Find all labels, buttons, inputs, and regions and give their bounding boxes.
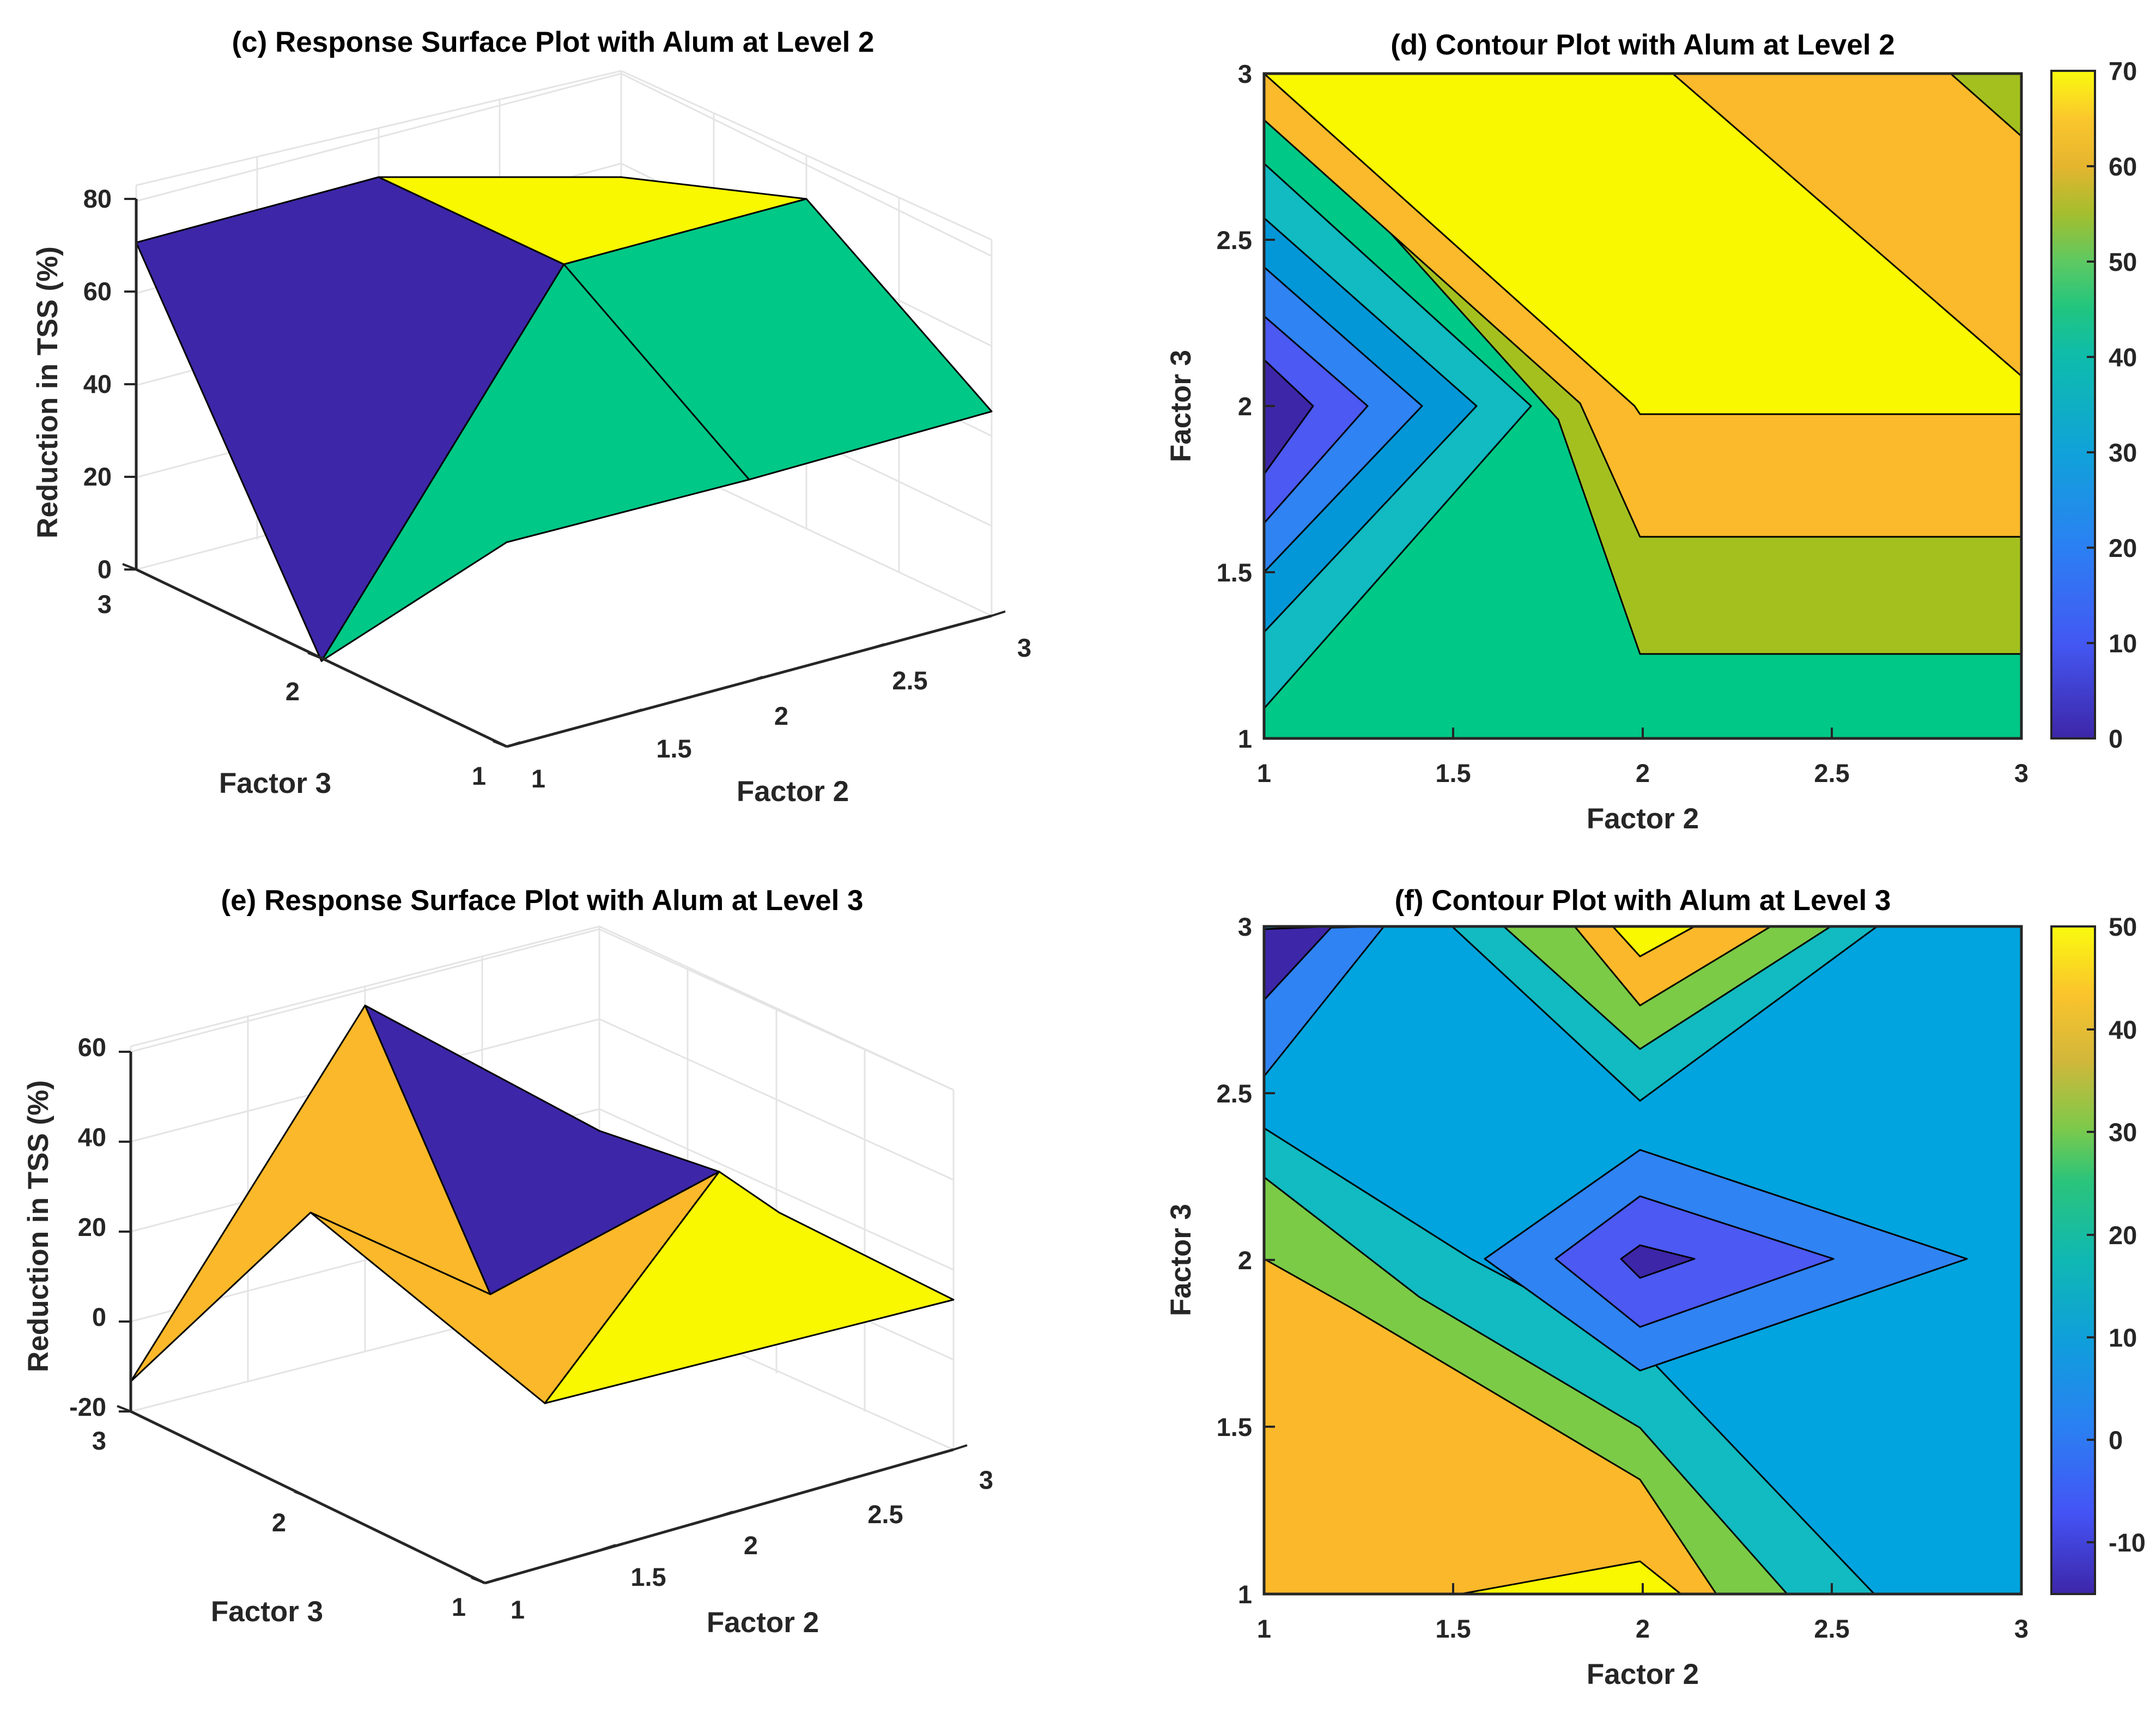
z-label-c: Reduction in TSS (%): [32, 246, 64, 538]
x-axis-e: [484, 1448, 954, 1585]
z-tick-e-20: 20: [78, 1213, 106, 1241]
z-label-e: Reduction in TSS (%): [22, 1080, 54, 1372]
title-d: (d) Contour Plot with Alum at Level 2: [1390, 29, 1895, 61]
x-tick-c-1.5: 1.5: [656, 734, 691, 763]
x-tick-d-2: 2: [1636, 759, 1650, 787]
surface-patch-e-4: [544, 1171, 955, 1404]
y-tick-e-1: 1: [452, 1592, 466, 1621]
colorbar-tick-f-50: 50: [2109, 912, 2137, 941]
y-tick-c-1: 1: [472, 761, 486, 790]
z-tick-e-0: 0: [92, 1302, 106, 1331]
z-tick-e-40: 40: [78, 1123, 106, 1152]
y-axis-e: [130, 1410, 486, 1585]
x-tick-e-1: 1: [511, 1595, 525, 1624]
surface-patch-c-4: [563, 198, 993, 481]
colorbar-tick-d-10: 10: [2109, 629, 2137, 658]
title-c: (c) Response Surface Plot with Alum at L…: [232, 26, 874, 58]
colorbar-f: [2050, 925, 2096, 1595]
colorbar-tick-f-30: 30: [2109, 1118, 2137, 1147]
colorbar-tick-d-30: 30: [2109, 438, 2137, 467]
z-tick-c-0: 0: [98, 555, 112, 584]
x-tick-c-2.5: 2.5: [892, 666, 927, 695]
y-tick-d-3: 3: [1238, 59, 1252, 88]
y-tick-d-1.5: 1.5: [1217, 558, 1252, 587]
y-tick-f-3: 3: [1238, 912, 1252, 941]
y-tick-d-2: 2: [1238, 392, 1252, 421]
y-label-e: Factor 3: [211, 1596, 323, 1628]
y-tick-d-2.5: 2.5: [1217, 226, 1252, 254]
x-tick-f-2: 2: [1636, 1614, 1650, 1643]
y-label-c: Factor 3: [219, 767, 331, 799]
z-tick-e-60: 60: [78, 1033, 106, 1062]
x-label-e: Factor 2: [707, 1607, 819, 1639]
z-tick-c-60: 60: [83, 277, 112, 306]
x-tick-d-3: 3: [2014, 759, 2029, 787]
x-tick-f-3: 3: [2014, 1614, 2029, 1643]
colorbar-tick-d-50: 50: [2109, 247, 2137, 276]
colorbar-tick-d-0: 0: [2109, 724, 2123, 753]
title-f: (f) Contour Plot with Alum at Level 3: [1395, 884, 1891, 917]
y-tick-e-2: 2: [272, 1508, 286, 1537]
colorbar-tick-d-60: 60: [2109, 152, 2137, 181]
y-label-d: Factor 3: [1165, 350, 1197, 462]
x-tick-e-1.5: 1.5: [630, 1562, 666, 1591]
x-label-d: Factor 2: [1587, 803, 1699, 835]
surface-plot-c: (c) Response Surface Plot with Alum at L…: [32, 26, 1031, 808]
colorbar-tick-d-70: 70: [2109, 57, 2137, 86]
x-tick-f-1.5: 1.5: [1435, 1614, 1471, 1643]
colorbar-tick-d-40: 40: [2109, 343, 2137, 372]
x-tick-f-1: 1: [1257, 1614, 1271, 1643]
contour-fill-f-neg10c: [1620, 1244, 1696, 1279]
x-label-c: Factor 2: [737, 775, 849, 808]
x-tick-c-1: 1: [531, 764, 545, 793]
y-tick-d-1: 1: [1238, 724, 1252, 753]
y-tick-c-2: 2: [286, 677, 300, 706]
z-tick-e-neg20: -20: [69, 1392, 106, 1421]
contour-plot-f: (f) Contour Plot with Alum at Level 3 3 …: [1165, 884, 2146, 1690]
x-tick-d-1: 1: [1257, 759, 1271, 787]
x-tick-e-2: 2: [744, 1531, 758, 1560]
z-tick-c-20: 20: [83, 462, 112, 491]
colorbar-tick-d-20: 20: [2109, 534, 2137, 562]
x-tick-e-2.5: 2.5: [867, 1500, 903, 1529]
x-label-f: Factor 2: [1587, 1658, 1699, 1690]
y-label-f: Factor 3: [1165, 1204, 1197, 1316]
colorbar-tick-f-20: 20: [2109, 1221, 2137, 1250]
y-tick-f-1.5: 1.5: [1217, 1413, 1252, 1441]
colorbar-tick-f-40: 40: [2109, 1015, 2137, 1044]
surface-plot-e: (e) Response Surface Plot with Alum at L…: [22, 884, 993, 1639]
y-tick-f-2.5: 2.5: [1217, 1079, 1252, 1108]
colorbar-tick-f-10: 10: [2109, 1323, 2137, 1352]
title-e: (e) Response Surface Plot with Alum at L…: [221, 884, 863, 917]
colorbar-tick-f-0: 0: [2109, 1426, 2123, 1455]
colorbar-tick-f-neg10: -10: [2109, 1528, 2146, 1557]
y-tick-e-3: 3: [92, 1426, 106, 1455]
y-tick-c-3: 3: [98, 590, 112, 619]
x-tick-c-2: 2: [774, 701, 788, 730]
x-tick-e-3: 3: [979, 1465, 993, 1494]
z-tick-c-40: 40: [83, 369, 112, 398]
contour-plot-d: (d) Contour Plot with Alum at Level 2 3 …: [1165, 29, 2137, 835]
colorbar-d: [2050, 70, 2096, 740]
x-tick-c-3: 3: [1017, 633, 1031, 662]
x-tick-f-2.5: 2.5: [1814, 1614, 1849, 1643]
y-tick-f-1: 1: [1238, 1580, 1252, 1609]
z-tick-c-80: 80: [83, 184, 112, 213]
x-tick-d-2.5: 2.5: [1814, 759, 1849, 787]
contour-fill-f-neg5: [1554, 1195, 1835, 1328]
y-tick-f-2: 2: [1238, 1246, 1252, 1275]
x-tick-d-1.5: 1.5: [1435, 759, 1471, 787]
